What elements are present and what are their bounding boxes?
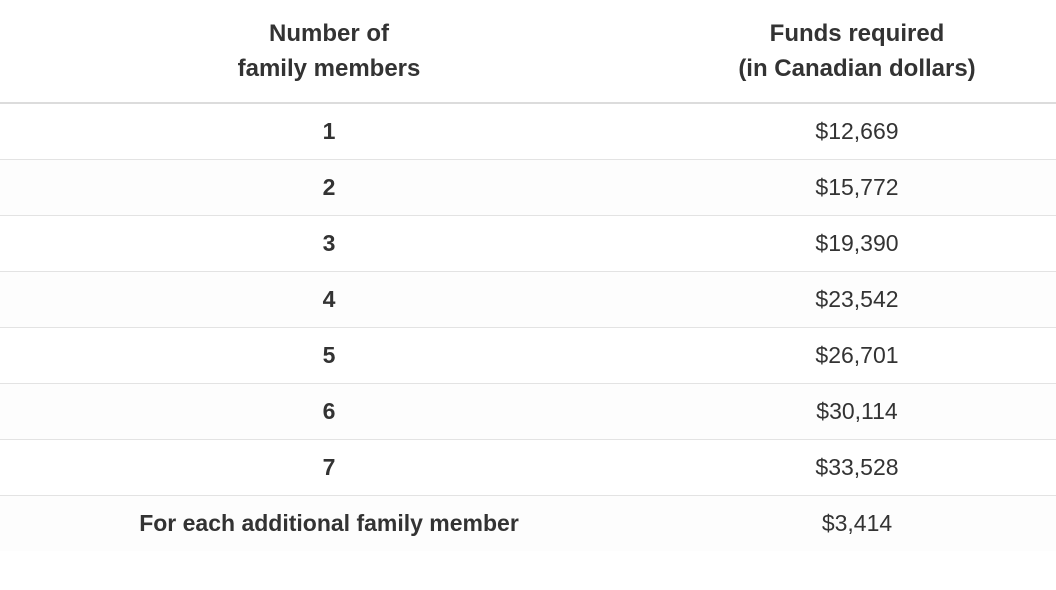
table-row: 5 $26,701 (0, 327, 1056, 384)
funds-required-cell: $23,542 (658, 271, 1056, 328)
header-family-members-line1: Number of (269, 20, 389, 47)
header-funds-required-line2: (in Canadian dollars) (738, 55, 976, 82)
table-row: 6 $30,114 (0, 383, 1056, 440)
header-funds-required-line1: Funds required (769, 20, 945, 47)
table-row: 4 $23,542 (0, 271, 1056, 328)
family-members-cell: 5 (0, 327, 658, 384)
header-family-members-line2: family members (237, 55, 421, 82)
table-header-row: Number of family members Funds required … (0, 0, 1056, 104)
header-family-members: Number of family members (0, 0, 658, 104)
funds-required-cell: $15,772 (658, 159, 1056, 216)
family-members-cell: 7 (0, 439, 658, 496)
table-row: 7 $33,528 (0, 439, 1056, 496)
family-members-cell: 2 (0, 159, 658, 216)
additional-member-cell: For each additional family member (0, 495, 658, 551)
family-members-cell: 6 (0, 383, 658, 440)
table-row: 1 $12,669 (0, 103, 1056, 160)
funds-required-table: Number of family members Funds required … (0, 0, 1056, 551)
funds-required-cell: $12,669 (658, 103, 1056, 160)
family-members-cell: 1 (0, 103, 658, 160)
funds-required-cell: $26,701 (658, 327, 1056, 384)
family-members-cell: 4 (0, 271, 658, 328)
table-row: 2 $15,772 (0, 159, 1056, 216)
funds-required-cell: $33,528 (658, 439, 1056, 496)
funds-required-cell: $30,114 (658, 383, 1056, 440)
additional-member-funds-cell: $3,414 (658, 495, 1056, 551)
table-row-additional-member: For each additional family member $3,414 (0, 495, 1056, 551)
funds-required-cell: $19,390 (658, 215, 1056, 272)
header-funds-required: Funds required (in Canadian dollars) (658, 0, 1056, 104)
family-members-cell: 3 (0, 215, 658, 272)
table-row: 3 $19,390 (0, 215, 1056, 272)
